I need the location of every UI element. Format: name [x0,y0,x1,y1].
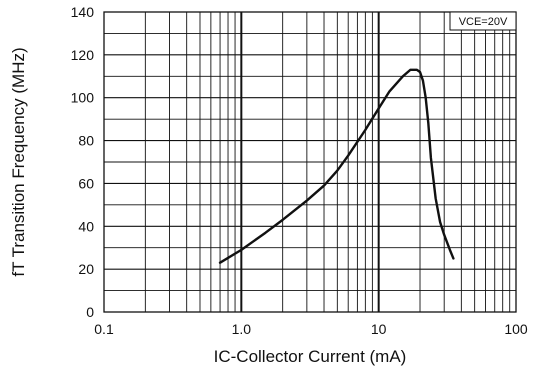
plot-frame [103,11,517,313]
legend-text: VCE=20V [459,16,508,28]
x-tick-label: 0.1 [94,321,114,337]
legend-box [449,11,517,31]
y-tick-label: 60 [78,175,94,191]
y-tick-label: 0 [86,304,94,320]
x-tick-label: 100 [504,321,528,337]
y-tick-label: 100 [71,90,95,106]
y-tick-label: 140 [71,4,95,20]
y-tick-label: 20 [78,261,94,277]
series-line-ft [218,68,455,264]
y-axis-label: fT Transition Frequency (MHz) [9,47,28,276]
tick-labels: 0 20 40 60 80 100 120 140 0.1 1.0 10 100 [71,4,528,337]
x-tick-label: 1.0 [232,321,252,337]
y-tick-label: 120 [71,47,95,63]
y-tick-label: 40 [78,218,94,234]
y-tick-label: 80 [78,133,94,149]
x-tick-label: 10 [371,321,387,337]
x-axis-label: IC-Collector Current (mA) [214,347,407,366]
grid [104,12,516,312]
